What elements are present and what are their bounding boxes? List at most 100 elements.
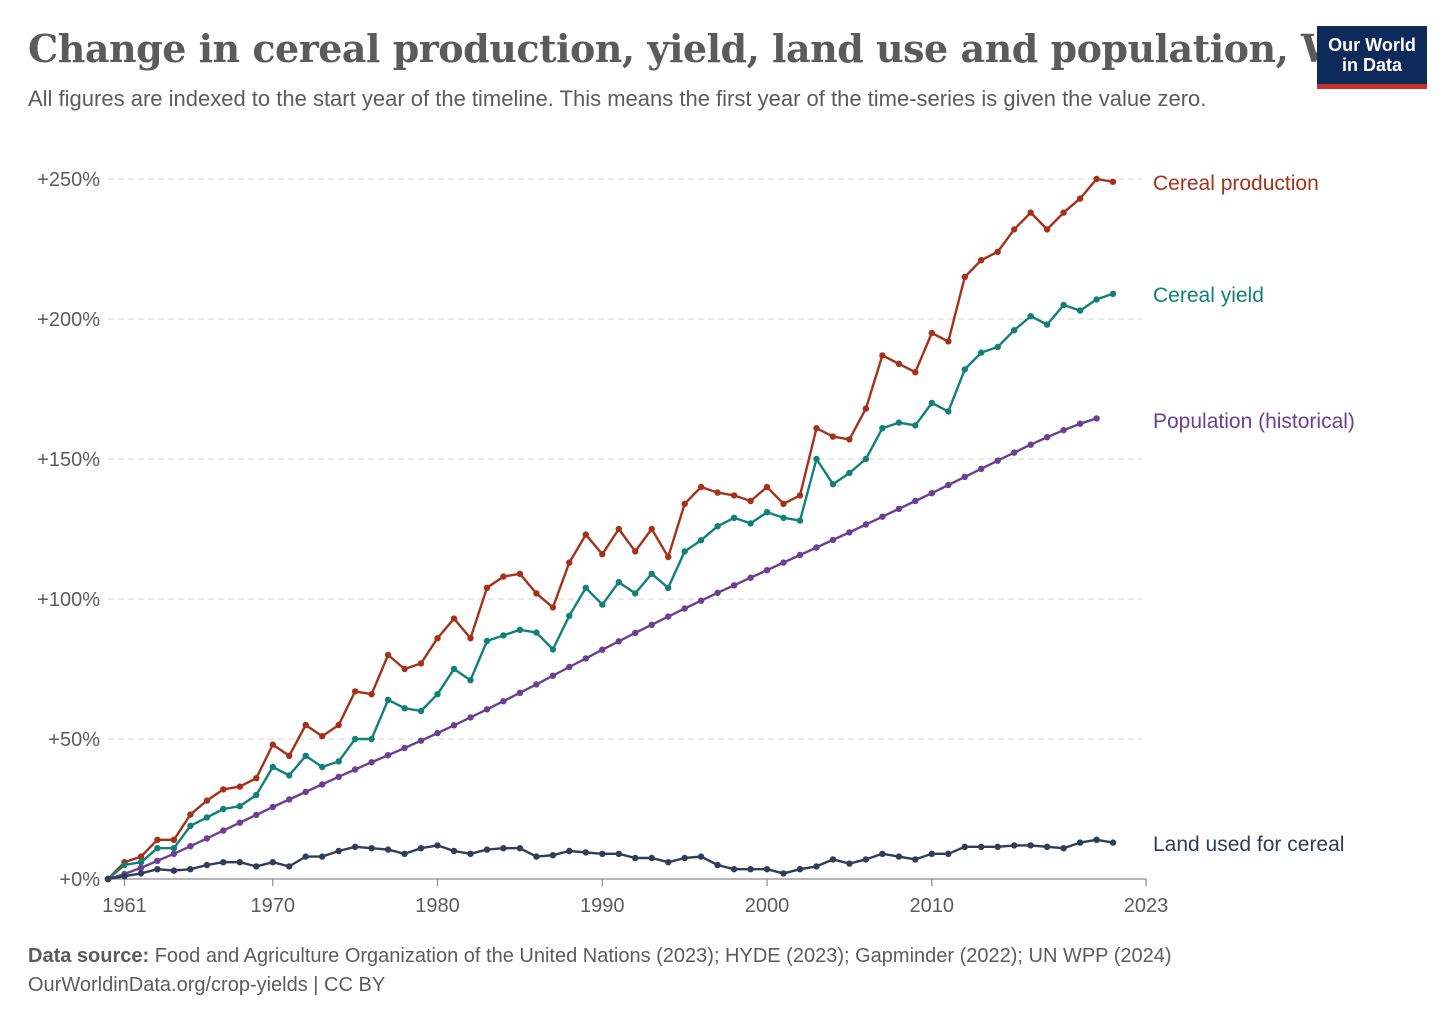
data-point bbox=[730, 866, 738, 873]
chart-subtitle: All figures are indexed to the start yea… bbox=[28, 86, 1207, 111]
data-point bbox=[253, 791, 260, 799]
data-point bbox=[813, 544, 820, 551]
data-point bbox=[599, 850, 606, 857]
data-point bbox=[615, 579, 622, 586]
data-point bbox=[368, 845, 375, 852]
data-point bbox=[1093, 296, 1100, 303]
data-point bbox=[632, 590, 639, 597]
data-point bbox=[945, 481, 952, 489]
data-point bbox=[599, 646, 606, 653]
data-point bbox=[351, 843, 359, 850]
x-tick-label: 2023 bbox=[1124, 895, 1169, 917]
data-point bbox=[582, 655, 589, 662]
data-point bbox=[747, 520, 754, 527]
data-point bbox=[1076, 420, 1084, 427]
data-point bbox=[763, 567, 771, 574]
data-point bbox=[335, 773, 342, 780]
data-point bbox=[203, 835, 211, 842]
data-point bbox=[500, 632, 507, 639]
data-point bbox=[467, 635, 474, 642]
data-point bbox=[648, 570, 655, 577]
data-point bbox=[368, 691, 375, 698]
data-point bbox=[879, 425, 886, 432]
data-point bbox=[1011, 842, 1018, 849]
data-point bbox=[417, 845, 425, 852]
data-point bbox=[1076, 307, 1084, 314]
data-point bbox=[335, 847, 342, 855]
data-point bbox=[483, 637, 491, 645]
data-point bbox=[697, 537, 705, 544]
data-point bbox=[566, 612, 573, 619]
data-point bbox=[533, 853, 540, 860]
url-line[interactable]: OurWorldinData.org/crop-yields | CC BY bbox=[28, 974, 386, 996]
data-point bbox=[714, 861, 721, 869]
data-point bbox=[681, 500, 688, 507]
data-point bbox=[928, 850, 935, 857]
data-point bbox=[681, 548, 688, 555]
data-point bbox=[1076, 839, 1084, 846]
data-point bbox=[1060, 427, 1067, 434]
data-point bbox=[1093, 836, 1100, 843]
data-point bbox=[994, 843, 1001, 850]
owid-logo[interactable]: Our World in Data bbox=[1317, 26, 1427, 89]
data-point bbox=[763, 866, 771, 873]
data-point bbox=[829, 856, 837, 863]
chart-footer: Data source: Food and Agriculture Organi… bbox=[28, 942, 1172, 1000]
data-point bbox=[599, 551, 606, 558]
data-point bbox=[714, 523, 721, 530]
data-point bbox=[846, 860, 853, 867]
series-label[interactable]: Land used for cereal bbox=[1153, 833, 1344, 856]
data-point bbox=[665, 584, 672, 591]
data-point bbox=[319, 733, 326, 740]
data-point bbox=[384, 752, 392, 759]
data-point bbox=[434, 691, 441, 698]
data-point bbox=[170, 845, 178, 852]
data-point bbox=[582, 849, 589, 856]
series-line[interactable] bbox=[107, 292, 1114, 880]
data-point bbox=[879, 850, 886, 857]
data-point bbox=[566, 559, 573, 566]
data-point bbox=[351, 735, 359, 743]
series-line[interactable] bbox=[107, 177, 1114, 880]
data-point bbox=[269, 803, 276, 811]
data-point bbox=[648, 525, 655, 533]
x-tick-label: 2010 bbox=[910, 895, 955, 917]
data-point bbox=[203, 814, 211, 821]
data-point bbox=[615, 525, 622, 533]
data-point bbox=[434, 729, 441, 737]
data-point bbox=[286, 772, 293, 779]
data-point bbox=[829, 433, 837, 440]
data-point bbox=[813, 455, 820, 463]
data-point bbox=[665, 859, 672, 866]
x-axis: 1961 1970 1980 1990 2000 2010 2023 bbox=[102, 878, 1169, 917]
data-point bbox=[483, 846, 491, 853]
data-point bbox=[319, 763, 326, 771]
data-point bbox=[384, 651, 392, 659]
data-point bbox=[549, 604, 557, 611]
data-point bbox=[286, 752, 293, 759]
data-point bbox=[1060, 301, 1067, 309]
data-point bbox=[220, 786, 227, 793]
data-point bbox=[368, 735, 375, 743]
data-point bbox=[961, 366, 968, 373]
data-point bbox=[648, 621, 655, 628]
data-point bbox=[978, 349, 985, 356]
series-label[interactable]: Population (historical) bbox=[1153, 410, 1355, 433]
data-point bbox=[681, 854, 688, 862]
series-label[interactable]: Cereal yield bbox=[1153, 284, 1264, 307]
data-point bbox=[928, 399, 935, 407]
data-point bbox=[829, 481, 837, 488]
data-point bbox=[220, 805, 227, 813]
data-point bbox=[945, 408, 952, 415]
data-point bbox=[697, 597, 705, 604]
data-point bbox=[401, 744, 408, 752]
data-point bbox=[928, 329, 935, 337]
series-label[interactable]: Cereal production bbox=[1153, 172, 1319, 195]
data-point bbox=[846, 469, 853, 477]
data-point bbox=[384, 696, 392, 703]
data-point bbox=[747, 497, 754, 505]
data-point bbox=[500, 573, 507, 580]
data-point bbox=[154, 857, 161, 864]
data-point bbox=[516, 626, 524, 633]
x-tick-label: 2000 bbox=[745, 895, 790, 917]
